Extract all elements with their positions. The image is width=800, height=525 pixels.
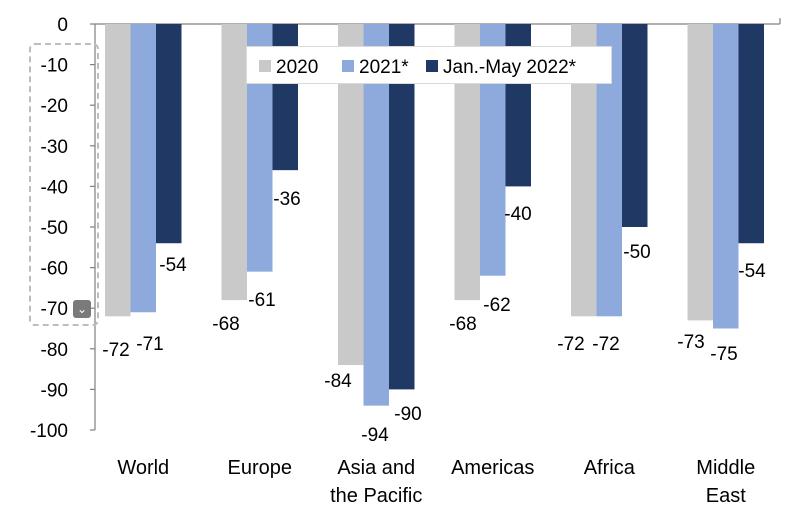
category-label: the Pacific	[330, 485, 422, 507]
category-labels: World Europe Asia and the Pacific Americas Af…	[117, 457, 755, 507]
data-label: -62	[483, 295, 510, 316]
y-tick-label: -40	[41, 177, 68, 198]
bar-1-0	[130, 24, 156, 313]
data-label: -94	[361, 425, 389, 446]
bar-2-2	[389, 24, 415, 390]
legend: 2020 2021* Jan.-May 2022*	[246, 46, 612, 84]
data-label: -90	[394, 404, 421, 425]
y-tick-label: -20	[41, 96, 68, 117]
data-label: -72	[557, 334, 584, 355]
category-label: Europe	[228, 457, 293, 479]
y-tick-labels: 0 -10 -20 -30 -40 -50 -60 -70 -80 -90 -100	[30, 15, 68, 442]
y-tick-label: -30	[41, 137, 68, 158]
data-label: -68	[212, 314, 239, 335]
legend-label: 2021*	[359, 57, 409, 78]
legend-swatch	[426, 60, 438, 72]
data-labels: -72 -71-54-68-61-36-84-94-90-68-62-40-72-…	[102, 189, 766, 446]
legend-swatch	[259, 60, 271, 72]
data-label: -50	[623, 242, 650, 263]
category-label: Middle	[696, 457, 755, 479]
axes	[90, 18, 781, 431]
y-tick-label: -80	[41, 340, 68, 361]
data-label: -36	[273, 189, 300, 210]
bar-2-0	[156, 24, 182, 244]
legend-label: 2020	[276, 57, 318, 78]
bar-1-5	[713, 24, 739, 329]
data-label: -75	[710, 344, 737, 365]
category-label: East	[706, 485, 746, 507]
data-label: -61	[248, 290, 275, 311]
legend-swatch	[342, 60, 354, 72]
bar-2-4	[622, 24, 648, 227]
data-label: -54	[159, 255, 187, 276]
y-tick-label: 0	[57, 15, 68, 36]
data-label: -84	[324, 371, 352, 392]
bar-0-1	[221, 24, 247, 301]
y-tick-label: -60	[41, 259, 68, 280]
data-label: -73	[677, 332, 704, 353]
y-tick-label: -70	[41, 299, 68, 320]
y-axis-selection-box[interactable]	[29, 43, 99, 326]
bar-0-0	[105, 24, 131, 317]
y-tick-label: -90	[41, 380, 68, 401]
legend-label: Jan.-May 2022*	[443, 57, 577, 78]
category-label: World	[117, 457, 169, 479]
bar-1-2	[363, 24, 389, 406]
category-label: Asia and	[337, 457, 415, 479]
data-label: -72	[592, 334, 619, 355]
data-label: -54	[738, 261, 766, 282]
y-tick-label: -100	[30, 421, 68, 442]
y-tick-label: -50	[41, 218, 68, 239]
data-label: -72	[102, 340, 129, 361]
y-tick-label: -10	[41, 56, 68, 77]
category-label: Americas	[451, 457, 534, 479]
data-label: -40	[504, 204, 531, 225]
category-label: Africa	[584, 457, 636, 479]
chevron-down-icon[interactable]: ⌄	[73, 300, 91, 318]
data-label: -71	[136, 334, 163, 355]
bars	[105, 24, 764, 406]
data-label: -68	[449, 314, 476, 335]
bar-2-5	[738, 24, 764, 244]
bar-0-5	[687, 24, 713, 321]
